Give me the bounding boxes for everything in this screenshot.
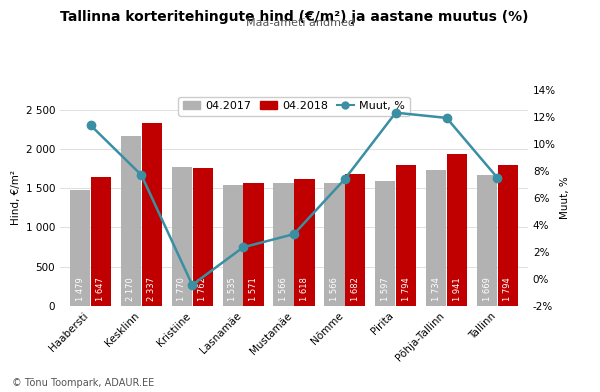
Text: 1 647: 1 647 [97,277,106,301]
Text: 1 794: 1 794 [401,277,410,301]
Text: Tallinna korteritehingute hind (€/m²) ja aastane muutus (%): Tallinna korteritehingute hind (€/m²) ja… [60,10,529,24]
Text: 1 762: 1 762 [198,277,207,301]
Bar [447,154,467,306]
Text: 1 535: 1 535 [228,277,237,301]
Text: 1 941: 1 941 [452,278,461,301]
Text: 1 770: 1 770 [178,277,187,301]
Text: 1 794: 1 794 [503,277,512,301]
Bar [193,168,213,306]
Text: 1 669: 1 669 [482,277,491,301]
Y-axis label: Muut, %: Muut, % [560,176,570,220]
Bar [244,183,264,306]
Bar [324,183,344,306]
Text: 1 618: 1 618 [300,277,309,301]
Bar [91,177,111,306]
Text: 1 571: 1 571 [249,277,258,301]
Bar [345,174,365,306]
Bar [498,165,518,306]
Y-axis label: Hind, €/m²: Hind, €/m² [11,171,22,225]
Text: 1 479: 1 479 [76,277,85,301]
Bar [274,183,294,306]
Text: 2 337: 2 337 [148,277,157,301]
Legend: 04.2017, 04.2018, Muut, %: 04.2017, 04.2018, Muut, % [178,97,410,116]
Bar [477,175,497,306]
Text: 2 170: 2 170 [127,277,136,301]
Bar [375,181,395,306]
Text: 1 566: 1 566 [330,277,339,301]
Bar [70,190,90,306]
Bar [223,185,243,306]
Bar [396,165,416,306]
Text: 1 566: 1 566 [279,277,288,301]
Bar [142,123,162,306]
Bar [426,170,446,306]
Text: Maa-ameti andmed: Maa-ameti andmed [245,18,355,28]
Text: 1 734: 1 734 [431,277,440,301]
Text: © Tõnu Toompark, ADAUR.EE: © Tõnu Toompark, ADAUR.EE [12,378,154,388]
Text: 1 597: 1 597 [381,277,390,301]
Bar [172,167,192,306]
Text: 1 682: 1 682 [351,277,360,301]
Bar [121,136,141,306]
Bar [294,179,314,306]
